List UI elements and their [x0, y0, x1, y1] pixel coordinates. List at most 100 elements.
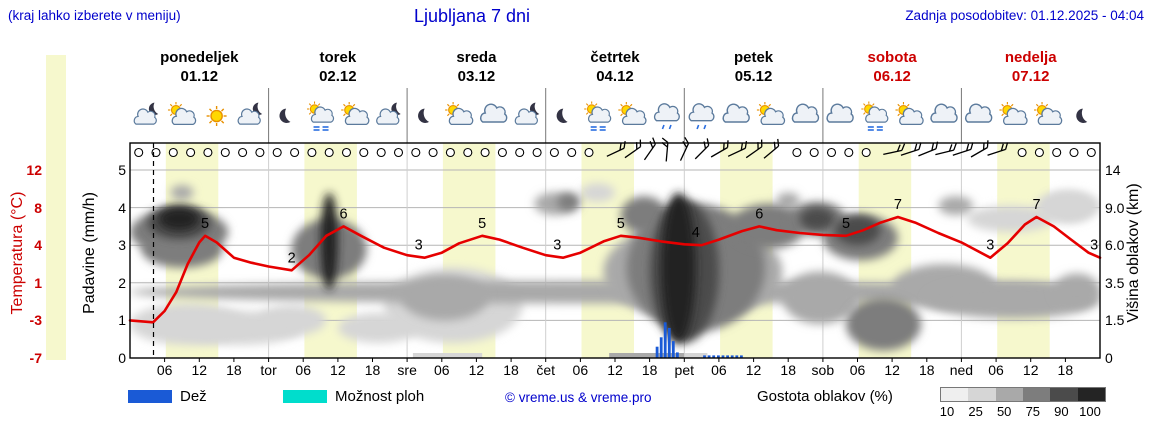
day-header-5: petek 05.12	[684, 48, 824, 86]
temperature-line	[128, 215, 1102, 324]
svg-text:5: 5	[478, 216, 486, 232]
x-axis-label: 18	[364, 362, 381, 378]
precip-tick: 3	[118, 237, 126, 254]
density-segment-100	[1077, 388, 1105, 401]
rain-legend-swatch	[128, 390, 172, 403]
x-axis-label: 06	[156, 362, 173, 378]
day-date: 05.12	[734, 68, 773, 85]
day-name: nedelja	[1004, 49, 1057, 66]
last-update-text: Zadnja posodobitev: 01.12.2025 - 04:04	[905, 8, 1144, 23]
day-date: 03.12	[457, 68, 496, 85]
density-tick: 90	[1054, 404, 1069, 419]
cloud-height-tick: 0	[1105, 350, 1113, 366]
x-axis-label: 18	[226, 362, 242, 378]
svg-text:6: 6	[340, 206, 348, 222]
x-axis-label: 06	[849, 362, 866, 378]
day-header-1: ponedeljek 01.12	[129, 48, 269, 86]
x-axis-label: 18	[1057, 362, 1074, 378]
precip-tick: 2	[118, 274, 126, 291]
precip-tick: 5	[118, 162, 126, 178]
density-tick: 50	[996, 404, 1012, 419]
density-segment-50	[995, 388, 1023, 401]
svg-text:5: 5	[201, 216, 209, 232]
day-header-6: sobota 06.12	[822, 48, 962, 86]
day-date: 06.12	[873, 68, 911, 85]
x-axis-label: sob	[811, 362, 835, 378]
page-title: Ljubljana 7 dni	[413, 6, 531, 26]
x-axis-label: 12	[884, 362, 900, 378]
svg-text:5: 5	[617, 216, 625, 232]
density-segment-75	[1022, 388, 1051, 401]
x-axis-label: čet	[536, 362, 556, 378]
cloud-density-label: Gostota oblakov (%)	[757, 388, 893, 405]
day-name: sobota	[867, 49, 917, 66]
svg-text:3: 3	[1090, 238, 1098, 254]
x-axis-label: pet	[674, 362, 695, 378]
x-axis-label: 06	[295, 362, 311, 378]
x-axis-label: tor	[260, 362, 277, 378]
x-axis-label: 18	[503, 362, 519, 378]
wind-barbs	[606, 136, 1009, 162]
svg-text:7: 7	[1032, 197, 1040, 213]
temp-tick: 1	[34, 274, 42, 291]
x-axis-label: 06	[572, 362, 589, 378]
svg-text:3: 3	[415, 238, 423, 254]
x-axis-label: 12	[191, 362, 208, 378]
day-date: 07.12	[1011, 68, 1050, 85]
density-tick: 10	[939, 404, 955, 419]
day-name: ponedeljek	[160, 49, 239, 66]
axis-ticks	[164, 358, 1066, 362]
svg-text:3: 3	[553, 238, 561, 254]
x-axis-label: 12	[607, 362, 623, 378]
x-axis-label: 06	[988, 362, 1004, 378]
day-date: 04.12	[596, 68, 634, 85]
svg-text:3: 3	[986, 238, 994, 254]
density-segment-90	[1050, 388, 1078, 401]
temp-tick: -3	[29, 312, 42, 329]
rain-bars	[655, 322, 743, 358]
density-tick: 100	[1079, 404, 1101, 419]
rain-legend-label: Dež	[180, 388, 207, 405]
cloud-height-tick: 1.5	[1105, 312, 1125, 329]
x-axis-label: 12	[1022, 362, 1039, 378]
day-name: sreda	[456, 49, 497, 66]
day-header-7: nedelja 07.12	[961, 48, 1101, 86]
svg-text:5: 5	[842, 216, 850, 232]
day-header-4: četrtek 04.12	[545, 48, 685, 86]
temperature-value-labels: 5 2 6 3 5 3 5 4 6 5 7 3 7 3	[201, 197, 1098, 266]
day-header-2: torek 02.12	[268, 48, 408, 86]
x-axis-label: 06	[711, 362, 727, 378]
day-name: petek	[733, 49, 774, 66]
cloud-height-tick: 14	[1105, 162, 1121, 178]
menu-hint: (kraj lahko izberete v meniju)	[8, 8, 181, 23]
temp-tick: 8	[34, 199, 42, 216]
day-name: torek	[319, 49, 357, 66]
x-axis-label: sre	[397, 362, 417, 378]
day-name: četrtek	[590, 49, 640, 66]
density-segment-25	[968, 388, 996, 401]
temp-tick: 12	[26, 162, 42, 178]
x-axis-label: 18	[780, 362, 796, 378]
x-axis-label: 12	[745, 362, 762, 378]
cloud-height-tick: 9.0	[1105, 199, 1125, 216]
day-header-3: sreda 03.12	[406, 48, 546, 86]
x-axis-label: 06	[433, 362, 450, 378]
x-axis-label: 18	[918, 362, 935, 378]
copyright-link[interactable]: © vreme.us & vreme.pro	[505, 390, 652, 405]
showers-legend-label: Možnost ploh	[335, 388, 425, 405]
cloud-height-tick: 6.0	[1105, 237, 1125, 254]
cloud-density-gradient	[940, 387, 1106, 402]
precip-tick: 1	[118, 312, 126, 329]
x-axis-label: 18	[641, 362, 658, 378]
x-axis-label: 12	[468, 362, 485, 378]
cloud-height-tick: 3.5	[1105, 274, 1125, 291]
day-date: 02.12	[319, 68, 357, 85]
day-date: 01.12	[180, 68, 219, 85]
precip-tick: 4	[118, 199, 126, 216]
svg-text:6: 6	[755, 206, 763, 222]
temp-tick: -7	[29, 350, 42, 366]
density-segment-10	[941, 388, 969, 401]
precipitation-axis-label: Padavine (mm/h)	[81, 192, 98, 314]
